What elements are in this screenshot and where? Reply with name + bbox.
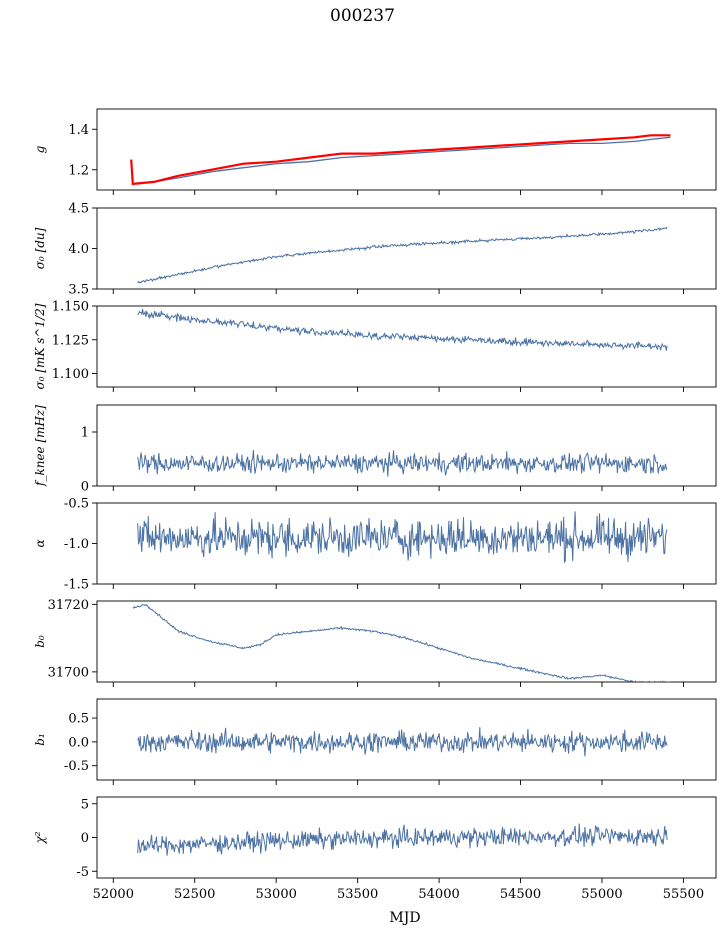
y-tick-label: 4.0: [68, 242, 89, 257]
y-tick-label: 1.150: [52, 300, 89, 315]
y-axis-label: σ₀ [mK s^1/2]: [33, 303, 47, 389]
y-axis-label: α: [33, 539, 47, 547]
series-group: [132, 603, 671, 682]
data-series-line: [132, 603, 671, 682]
x-tick-label: 54500: [500, 887, 541, 902]
panel-frame: [96, 207, 717, 290]
panel-frame: [96, 404, 717, 487]
series-group: [130, 134, 671, 186]
panel-frame: [96, 108, 717, 191]
y-tick-label: 5: [81, 797, 89, 812]
y-axis-label: b₁: [33, 733, 47, 746]
y-axis-label: σ₀ [du]: [33, 227, 47, 269]
data-series-line: [137, 308, 668, 351]
x-tick-label: 53000: [256, 887, 297, 902]
data-series-line: [137, 727, 668, 757]
y-tick-label: -1.5: [64, 578, 89, 593]
series-group: [137, 308, 668, 351]
y-tick-label: 0: [81, 480, 89, 495]
y-tick-label: 31700: [48, 665, 89, 680]
x-tick-label: 52000: [93, 887, 134, 902]
y-tick-label: 3.5: [68, 283, 89, 298]
x-tick-label: 54000: [418, 887, 459, 902]
data-series-line: [137, 450, 668, 477]
y-tick-label: 1.4: [68, 123, 89, 138]
y-tick-label: -1.0: [64, 537, 89, 552]
x-axis-label: MJD: [389, 910, 421, 926]
y-tick-label: -0.5: [64, 497, 89, 512]
y-tick-label: -5: [76, 865, 89, 880]
data-series-line: [137, 823, 668, 856]
x-tick-label: 55500: [663, 887, 704, 902]
y-tick-label: 0: [81, 831, 89, 846]
y-tick-label: 0.5: [68, 712, 89, 727]
series-group: [137, 450, 668, 477]
y-tick-label: 1.100: [52, 367, 89, 382]
gain-series-red: [130, 134, 671, 186]
x-tick-label: 55000: [581, 887, 622, 902]
y-tick-label: -0.5: [64, 759, 89, 774]
y-tick-label: 1: [81, 426, 89, 441]
figure-title: 000237: [330, 6, 395, 26]
y-tick-label: 31720: [48, 598, 89, 613]
y-axis-label: b₀: [33, 635, 47, 648]
y-tick-label: 1.2: [68, 163, 89, 178]
series-group: [137, 511, 668, 563]
data-series-line: [137, 226, 668, 284]
gain-series-blue: [132, 136, 671, 185]
series-group: [137, 823, 668, 856]
panel-frame: [96, 305, 717, 388]
y-axis-label: g: [33, 145, 47, 153]
y-tick-label: 4.5: [68, 202, 89, 217]
y-axis-label: χ²: [33, 831, 47, 844]
y-tick-label: 1.125: [52, 333, 89, 348]
panel-frame: [96, 600, 717, 683]
x-tick-label: 53500: [337, 887, 378, 902]
y-axis-label: f_knee [mHz]: [33, 405, 47, 487]
x-tick-label: 52500: [174, 887, 215, 902]
series-group: [137, 226, 668, 284]
data-series-line: [137, 511, 668, 563]
y-tick-label: 0.0: [68, 735, 89, 750]
panel-frame: [96, 698, 717, 781]
series-group: [137, 727, 668, 757]
